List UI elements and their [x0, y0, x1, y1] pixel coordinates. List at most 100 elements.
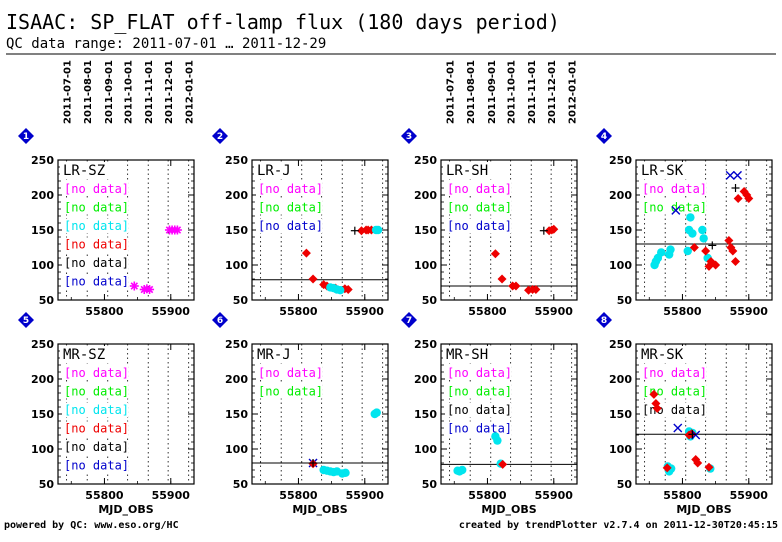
x-tick-label: 55800: [663, 305, 702, 318]
date-tick-label: 2012-01-01: [185, 60, 196, 124]
panel-label: MR-SH: [446, 347, 488, 363]
x-tick-label: 55800: [85, 305, 124, 318]
footer-created-by: created by trendPlotter v2.7.4 on 2011-1…: [459, 520, 778, 531]
no-data-label: [no data]: [64, 422, 129, 436]
data-point-circle: [666, 245, 675, 254]
no-data-label: [no data]: [447, 201, 512, 215]
data-point-diamond: [693, 458, 703, 468]
panel-label-bg: [638, 162, 687, 179]
panel-index-number: 3: [406, 132, 412, 142]
data-point-circle: [458, 465, 467, 475]
data-point-diamond: [701, 246, 711, 256]
date-tick-label: 2011-12-01: [547, 60, 558, 124]
date-tick-label: 2011-08-01: [466, 60, 477, 124]
panel-label: LR-SZ: [63, 163, 105, 179]
y-tick-label: 250: [31, 338, 54, 351]
no-data-label: [no data]: [642, 182, 707, 196]
x-tick-label: 55900: [535, 305, 574, 318]
series-black-plus: [688, 430, 697, 439]
panel-label-bg: [60, 346, 109, 363]
x-tick-label: 55800: [468, 489, 507, 502]
date-tick-label: 2011-09-01: [487, 60, 498, 124]
date-axis-right: 2011-07-01 2011-08-01 2011-09-01 2011-10-01…: [446, 60, 579, 124]
data-point-circle: [686, 213, 695, 222]
no-data-bg: [256, 366, 322, 380]
data-point-x: [673, 423, 683, 433]
no-data-bg: [62, 458, 128, 473]
x-tick-label: 55900: [535, 489, 574, 502]
no-data-label: [no data]: [258, 219, 323, 233]
data-point-x: [691, 430, 701, 440]
y-tick-label: 150: [225, 408, 248, 421]
no-data-label: [no data]: [64, 275, 129, 289]
data-point-circle: [336, 286, 345, 295]
panel-index-number: 6: [217, 316, 223, 326]
data-point-circle: [373, 225, 383, 235]
y-tick-label: 250: [225, 154, 248, 167]
panel-label: LR-SK: [641, 163, 684, 179]
series-cyan-circle: [453, 432, 505, 476]
no-data-label: [no data]: [64, 201, 129, 215]
series-red-diamond: [689, 187, 754, 271]
panel-label: MR-J: [257, 347, 291, 363]
date-tick-label: 2011-12-01: [164, 60, 175, 124]
panel-index-badge: [212, 312, 228, 328]
no-data-bg: [62, 200, 128, 215]
data-point-diamond: [649, 389, 659, 399]
y-tick-label: 150: [414, 408, 437, 421]
data-point-diamond: [511, 281, 521, 291]
no-data-bg: [445, 219, 511, 233]
panel-label: LR-SH: [446, 163, 488, 179]
x-stroke: [733, 170, 742, 180]
series-cyan-circle: [319, 408, 381, 478]
y-tick-label: 200: [414, 189, 437, 202]
data-point-diamond: [343, 285, 353, 294]
no-data-label: [no data]: [64, 219, 129, 233]
data-point-x: [671, 205, 681, 215]
data-point-plus: [708, 241, 717, 250]
y-tick-label: 250: [414, 154, 437, 167]
series-blue-x: [671, 170, 742, 215]
no-data-bg: [445, 421, 511, 436]
data-point-circle: [699, 234, 708, 243]
y-tick-label: 250: [414, 338, 437, 351]
data-point-diamond: [652, 403, 662, 413]
no-data-label: [no data]: [642, 201, 707, 215]
no-data-label: [no data]: [447, 366, 512, 380]
data-point-circle: [341, 468, 350, 477]
data-point-circle: [688, 229, 697, 238]
y-tick-label: 50: [617, 478, 633, 491]
no-data-label: [no data]: [64, 385, 129, 399]
data-point-x: [733, 170, 742, 180]
x-axis-label: MJD_OBS: [481, 503, 536, 516]
no-data-bg: [640, 182, 706, 196]
panel-label-bg: [254, 346, 295, 363]
no-data-bg: [445, 182, 511, 196]
panel-index-badge: [596, 128, 612, 144]
y-tick-label: 150: [609, 224, 632, 237]
no-data-label: [no data]: [64, 459, 129, 473]
data-point-star: [172, 225, 182, 235]
y-tick-label: 50: [233, 294, 249, 307]
no-data-bg: [640, 366, 706, 380]
x-tick-label: 55800: [279, 305, 318, 318]
date-tick-label: 2011-09-01: [104, 60, 115, 124]
data-point-diamond: [549, 224, 559, 234]
no-data-bg: [62, 274, 128, 289]
y-tick-label: 150: [31, 408, 54, 421]
data-point-diamond: [744, 194, 754, 203]
y-tick-label: 50: [422, 478, 438, 491]
data-point-diamond: [531, 285, 541, 294]
series-cyan-circle: [326, 225, 383, 295]
panel-index-number: 4: [601, 132, 607, 142]
panel-label: MR-SK: [641, 347, 684, 363]
x-tick-label: 55900: [346, 489, 385, 502]
date-tick-label: 2012-01-01: [568, 60, 579, 124]
no-data-bg: [62, 421, 128, 436]
series-black-plus: [539, 226, 548, 235]
x-stroke: [673, 423, 683, 433]
y-tick-label: 100: [31, 259, 54, 272]
data-point-plus: [350, 226, 359, 235]
